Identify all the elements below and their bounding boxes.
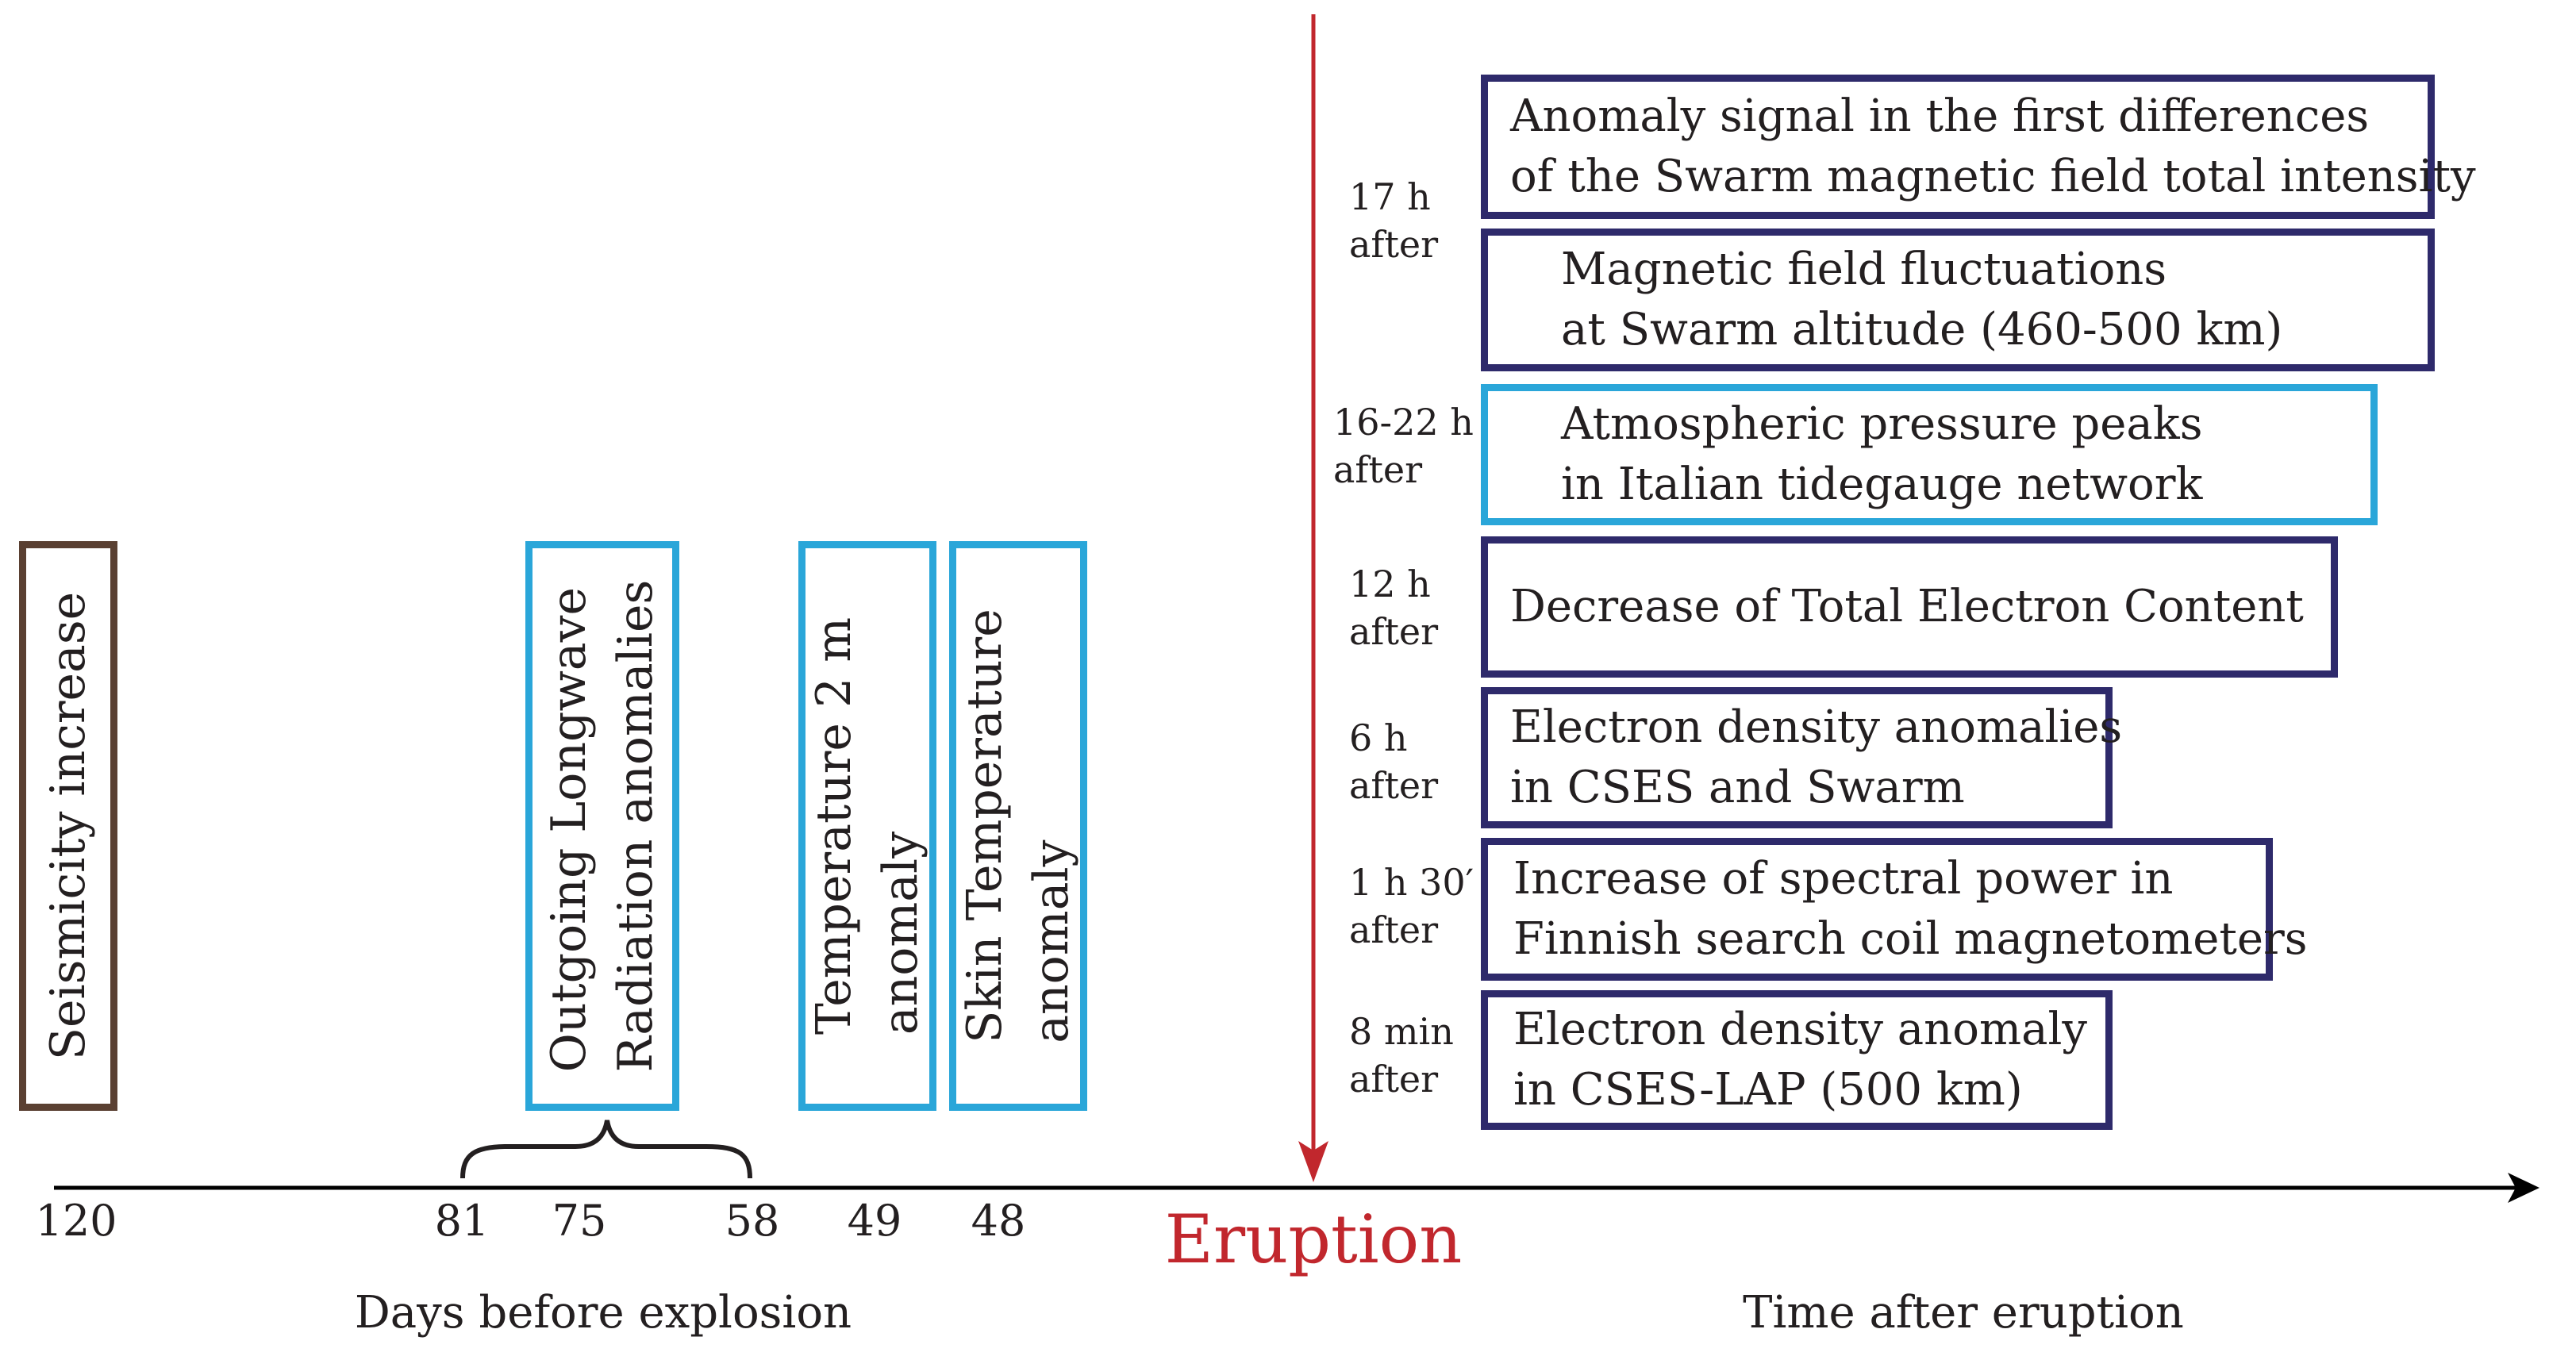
event-box-swarm-anomaly: Anomaly signal in the first differences …	[1481, 75, 2476, 219]
temperature-2m-text: Temperature 2 m anomaly	[806, 617, 929, 1035]
time-axis	[54, 1173, 2539, 1203]
tick-label-48: 48	[971, 1196, 1026, 1246]
time-label-16-22h: 16-22 h after	[1333, 401, 1474, 491]
olr-brace	[460, 1120, 752, 1179]
olr-box: Outgoing Longwave Radiation anomalies	[525, 541, 679, 1111]
olr-text: Outgoing Longwave Radiation anomalies	[541, 579, 663, 1073]
eruption-label: Eruption	[1164, 1200, 1463, 1278]
time-label-8min: 8 min after	[1349, 1010, 1454, 1101]
time-label-6h: 6 h after	[1349, 716, 1439, 807]
event-box-tec-decrease: Decrease of Total Electron Content	[1481, 536, 2338, 678]
tick-label-58: 58	[725, 1196, 780, 1246]
eruption-line	[1298, 14, 1328, 1182]
event-box-magnetic-fluctuations: Magnetic field fluctuations at Swarm alt…	[1481, 229, 2435, 371]
time-axis-arrowhead	[2508, 1173, 2539, 1203]
time-label-1h30: 1 h 30′ after	[1349, 861, 1474, 951]
axis-title-before: Days before explosion	[354, 1287, 852, 1339]
event-box-spectral-power: Increase of spectral power in Finnish se…	[1481, 838, 2308, 981]
tick-label-49: 49	[847, 1196, 902, 1246]
eruption-arrowhead	[1298, 1141, 1328, 1182]
tick-label-120: 120	[35, 1196, 117, 1246]
time-label-12h: 12 h after	[1349, 563, 1439, 653]
event-box-cses-lap: Electron density anomaly in CSES-LAP (50…	[1481, 990, 2113, 1130]
tick-label-81: 81	[434, 1196, 490, 1246]
event-box-pressure-peaks: Atmospheric pressure peaks in Italian ti…	[1481, 384, 2378, 525]
seismicity-text: Seismicity increase	[40, 591, 96, 1061]
skin-temperature-text: Skin Temperature anomaly	[957, 609, 1079, 1043]
temperature-2m-box: Temperature 2 m anomaly	[798, 541, 936, 1111]
tick-label-75: 75	[552, 1196, 607, 1246]
skin-temperature-box: Skin Temperature anomaly	[949, 541, 1087, 1111]
event-box-electron-density-cses-swarm: Electron density anomalies in CSES and S…	[1481, 687, 2122, 828]
time-label-17h: 17 h after	[1349, 175, 1439, 266]
seismicity-box: Seismicity increase	[19, 541, 117, 1111]
axis-title-after: Time after eruption	[1743, 1287, 2184, 1339]
